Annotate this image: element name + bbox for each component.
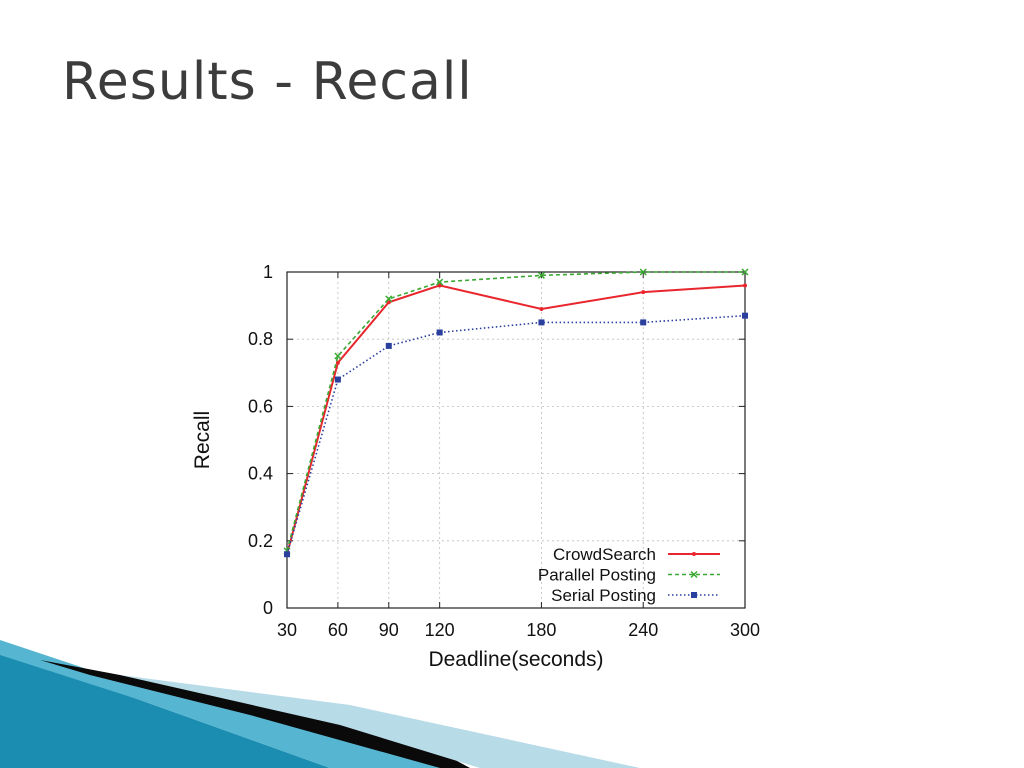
- data-point: [691, 592, 697, 598]
- x-tick-label: 180: [526, 620, 556, 640]
- data-point: [743, 283, 747, 288]
- data-point: [742, 312, 748, 319]
- data-point: [284, 551, 290, 558]
- x-tick-label: 60: [328, 620, 348, 640]
- legend-item: Serial Posting: [551, 586, 720, 605]
- y-tick-label: 1: [263, 262, 273, 282]
- data-point: [690, 570, 698, 579]
- data-point: [385, 342, 392, 349]
- data-point: [386, 300, 391, 305]
- x-tick-label: 30: [277, 620, 297, 640]
- x-tick-label: 90: [379, 620, 399, 640]
- slide-title: Results - Recall: [62, 52, 473, 112]
- y-tick-label: 0.2: [248, 531, 273, 551]
- legend-item: Parallel Posting: [538, 566, 720, 585]
- data-point: [385, 295, 393, 303]
- legend-item: CrowdSearch: [553, 545, 720, 564]
- data-point: [437, 283, 442, 288]
- pale-swoosh: [120, 675, 640, 768]
- legend-label: Serial Posting: [551, 586, 656, 605]
- y-tick-label: 0.6: [248, 396, 273, 416]
- data-point: [692, 552, 696, 556]
- x-tick-label: 300: [730, 620, 760, 640]
- x-tick-labels: 30 60 90 120 180 240 300: [277, 620, 760, 640]
- data-point: [539, 306, 544, 311]
- data-point: [741, 268, 749, 276]
- data-point: [335, 360, 340, 365]
- plot-frame: [286, 271, 746, 609]
- data-point: [334, 352, 342, 360]
- data-point: [640, 319, 647, 326]
- x-tick-label: 240: [628, 620, 658, 640]
- y-tick-label: 0.4: [248, 464, 273, 484]
- data-point: [537, 271, 545, 279]
- data-point: [436, 278, 444, 286]
- legend-label: Parallel Posting: [538, 566, 656, 585]
- y-tick-label: 0.8: [248, 329, 273, 349]
- data-point: [436, 329, 443, 336]
- legend-label: CrowdSearch: [553, 545, 656, 564]
- x-tick-label: 120: [425, 620, 455, 640]
- y-tick-labels: 0 0.2 0.4 0.6 0.8 1: [248, 262, 273, 618]
- dark-swoosh: [40, 660, 470, 768]
- series-serial-posting: [284, 312, 748, 558]
- x-axis-label: Deadline(seconds): [428, 648, 603, 671]
- y-axis-label: Recall: [191, 411, 214, 469]
- series-lines: [283, 268, 749, 558]
- data-point: [641, 290, 646, 295]
- data-point: [334, 376, 341, 383]
- data-point: [538, 319, 545, 326]
- data-point: [639, 268, 647, 276]
- y-tick-label: 0: [263, 598, 273, 618]
